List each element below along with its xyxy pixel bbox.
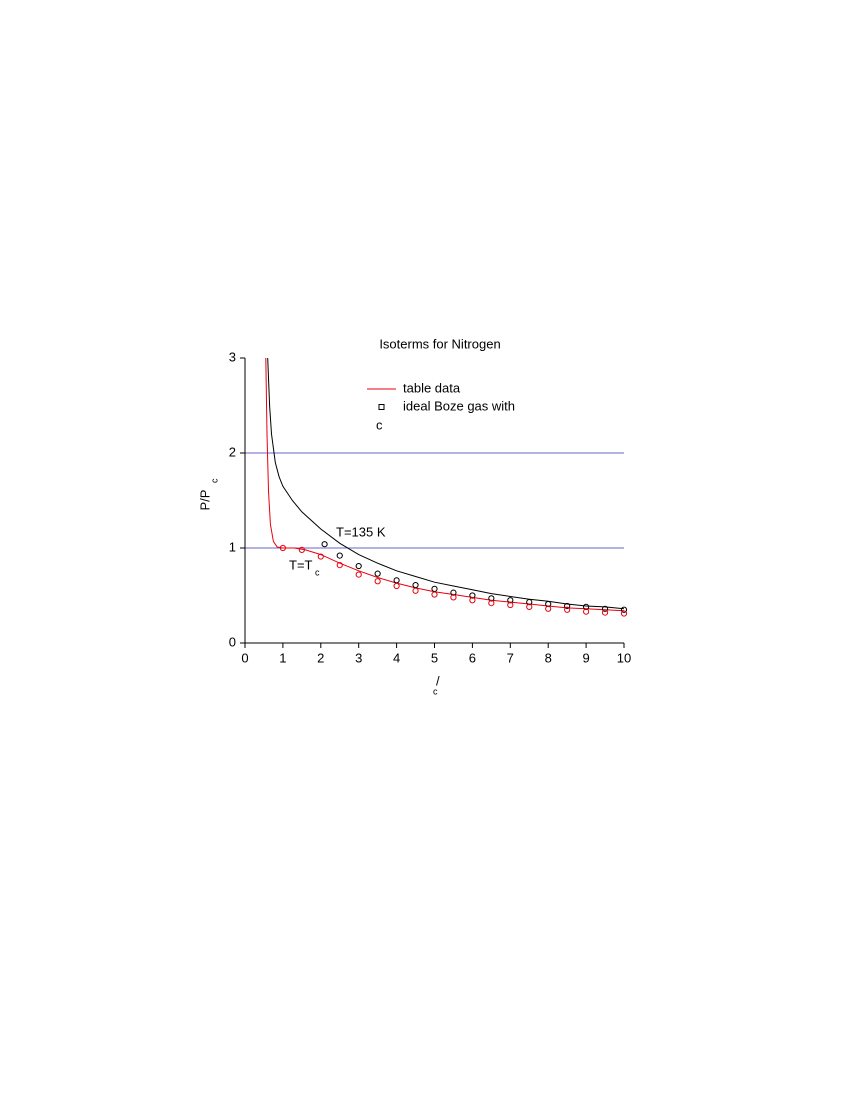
scatter-point bbox=[450, 594, 457, 601]
legend-label: table data bbox=[403, 380, 461, 395]
scatter-point bbox=[545, 605, 552, 612]
y-tick-label: 0 bbox=[229, 634, 236, 649]
scatter-point bbox=[564, 606, 571, 613]
y-label-text: P/P bbox=[197, 490, 212, 511]
series-line bbox=[267, 357, 625, 610]
scatter-point bbox=[412, 581, 419, 589]
x-tick-label: 8 bbox=[545, 650, 552, 665]
scatter-point bbox=[393, 577, 400, 584]
x-tick-label: 10 bbox=[617, 650, 631, 665]
annotation-sub: c bbox=[315, 567, 320, 577]
annotation: T=135 K bbox=[336, 524, 386, 539]
scatter-point bbox=[431, 591, 438, 598]
scatter-point bbox=[583, 608, 590, 615]
scatter-point bbox=[321, 541, 328, 548]
scatter-point bbox=[336, 562, 343, 569]
scatter-point bbox=[355, 562, 362, 570]
scatter-point bbox=[317, 553, 324, 560]
x-tick-label: 7 bbox=[507, 650, 514, 665]
series-line bbox=[265, 357, 625, 612]
y-label-sub: c bbox=[209, 478, 219, 483]
chart-title: Isoterms for Nitrogen bbox=[379, 336, 500, 351]
x-tick-label: 2 bbox=[317, 650, 324, 665]
scatter-point bbox=[279, 544, 286, 552]
y-tick-label: 2 bbox=[229, 444, 236, 459]
scatter-point bbox=[620, 610, 628, 617]
legend-label: ideal Boze gas with bbox=[403, 398, 515, 413]
x-tick-label: 6 bbox=[469, 650, 476, 665]
scatter-point bbox=[393, 582, 400, 590]
annotation: T=T bbox=[289, 557, 313, 572]
scatter-point bbox=[620, 606, 628, 613]
x-tick-label: 9 bbox=[582, 650, 589, 665]
y-tick-label: 1 bbox=[229, 539, 236, 554]
x-tick-label: 5 bbox=[431, 650, 438, 665]
x-label-sub: c bbox=[433, 686, 438, 696]
legend-note: c bbox=[376, 417, 383, 432]
scatter-point bbox=[374, 578, 381, 585]
scatter-point bbox=[601, 605, 609, 612]
scatter-point bbox=[298, 546, 305, 554]
x-label-text: / bbox=[436, 673, 440, 688]
legend-swatch bbox=[378, 404, 385, 410]
scatter-point bbox=[469, 597, 476, 604]
scatter-point bbox=[336, 552, 343, 559]
y-label: P/P c bbox=[197, 478, 219, 510]
scatter-point bbox=[564, 602, 571, 610]
scatter-point bbox=[355, 571, 362, 578]
scatter-point bbox=[526, 603, 533, 611]
scatter-point bbox=[488, 600, 495, 607]
scatter-point bbox=[507, 601, 514, 609]
scatter-point bbox=[601, 609, 609, 616]
x-tick-label: 4 bbox=[393, 650, 400, 665]
scatter-point bbox=[374, 570, 381, 577]
x-tick-label: 3 bbox=[355, 650, 362, 665]
x-tick-label: 0 bbox=[241, 650, 248, 665]
scatter-point bbox=[431, 585, 438, 592]
y-tick-label: 3 bbox=[229, 349, 236, 364]
scatter-point bbox=[412, 587, 419, 594]
x-tick-label: 1 bbox=[279, 650, 286, 665]
